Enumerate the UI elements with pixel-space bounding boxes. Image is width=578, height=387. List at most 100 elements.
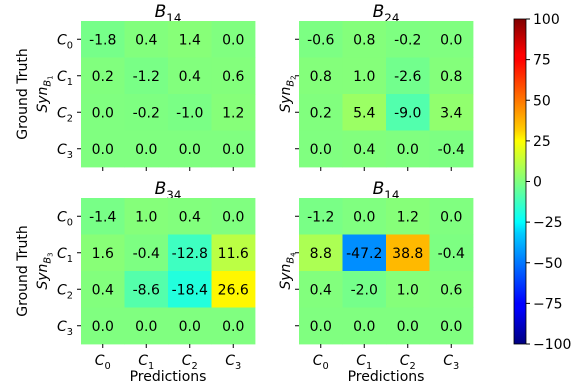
heatmap-cell — [299, 271, 343, 308]
cell-value-label: 1.2 — [397, 209, 419, 225]
x-tick-label: C3 — [443, 353, 459, 372]
heatmap-cell — [342, 57, 387, 95]
cell-value-label: 0.6 — [222, 69, 244, 85]
heatmap-cell — [168, 271, 212, 308]
cell-value-label: -1.8 — [89, 32, 116, 48]
heatmap-cell — [299, 130, 343, 168]
cell-value-label: -0.6 — [307, 32, 334, 48]
cell-value-label: -1.4 — [89, 209, 116, 225]
colorbar-tick-label: −50 — [533, 256, 563, 272]
heatmap-cell — [124, 21, 169, 58]
heatmap-cell — [299, 21, 343, 58]
cell-value-label: 0.0 — [222, 142, 244, 158]
heatmap-cell — [299, 57, 343, 95]
heatmap-cell — [81, 234, 125, 272]
heatmap-cell — [386, 307, 430, 345]
x-axis-title: Predictions — [130, 369, 207, 385]
x-tick-label: C2 — [400, 353, 416, 372]
heatmap-cell — [299, 307, 343, 345]
cell-value-label: 5.4 — [353, 105, 375, 121]
heatmap-cell — [81, 57, 125, 95]
heatmap-cell — [211, 130, 256, 168]
heatmap-cell — [429, 94, 474, 131]
cell-value-label: -0.2 — [394, 32, 421, 48]
heatmap-cell — [81, 94, 125, 131]
heatmap-cell — [211, 307, 256, 345]
cell-value-label: 0.0 — [92, 319, 114, 335]
heatmap-cell — [429, 57, 474, 95]
row-group-label: SynB4 — [278, 252, 298, 290]
cell-value-label: 0.0 — [440, 319, 462, 335]
heatmap-cell — [386, 57, 430, 95]
heatmap-cell — [211, 94, 256, 131]
cell-value-label: -18.4 — [172, 282, 208, 298]
cell-value-label: -0.4 — [438, 142, 465, 158]
heatmap-cell — [211, 57, 256, 95]
cell-value-label: 1.0 — [135, 209, 157, 225]
cell-value-label: 0.0 — [440, 32, 462, 48]
cell-value-label: 0.0 — [310, 319, 332, 335]
x-tick-label: C0 — [95, 353, 111, 372]
cell-value-label: 0.4 — [353, 142, 375, 158]
y-tick-label: C2 — [57, 282, 73, 301]
heatmap-panel-2: B24-0.6 0.8 -0.2 0.00.8 1.0 -2.6 0.80.2 5.4 -9.0… — [278, 2, 474, 171]
cell-value-label: 0.4 — [179, 209, 201, 225]
cell-value-label: 0.0 — [397, 142, 419, 158]
cell-value-label: 0.4 — [135, 32, 157, 48]
y-tick-label: C3 — [57, 142, 73, 161]
cell-value-label: 0.0 — [92, 105, 114, 121]
row-group-label: SynB1 — [35, 75, 55, 112]
heatmap-cell — [386, 234, 430, 272]
cell-value-label: -0.2 — [133, 105, 160, 121]
cell-value-label: 0.6 — [440, 282, 462, 298]
heatmap-cell — [124, 130, 169, 168]
heatmap-cell — [429, 271, 474, 308]
heatmap-cell — [386, 271, 430, 308]
heatmap-cell — [429, 234, 474, 272]
cell-value-label: 0.8 — [310, 69, 332, 85]
y-tick-label: C1 — [57, 246, 73, 265]
x-tick-label: C1 — [138, 353, 154, 372]
cell-value-label: 1.4 — [179, 32, 201, 48]
cell-value-label: 1.0 — [353, 69, 375, 85]
row-group-label: SynB3 — [35, 252, 55, 289]
y-tick-label: C1 — [57, 69, 73, 88]
colorbar-tick-label: −75 — [533, 296, 563, 312]
cell-value-label: 3.4 — [440, 105, 462, 121]
cell-value-label: -1.2 — [133, 69, 160, 85]
heatmap-cell — [81, 198, 125, 235]
y-tick-label: C2 — [57, 105, 73, 124]
cell-value-label: -0.4 — [438, 246, 465, 262]
colorbar-tick-label: 75 — [533, 53, 551, 69]
colorbar-tick-label: −25 — [533, 215, 563, 231]
cell-value-label: 0.0 — [397, 319, 419, 335]
colorbar-tick-label: −100 — [533, 337, 571, 353]
cell-value-label: 0.0 — [222, 32, 244, 48]
heatmap-cell — [386, 130, 430, 168]
cell-value-label: -47.2 — [346, 246, 382, 262]
heatmap-cell — [299, 198, 343, 235]
heatmap-panel-3: B34-1.4 1.0 0.4 0.01.6 -0.4 -12.8 11.60.4 -8.6-… — [15, 179, 256, 385]
y-axis-title: Ground Truth — [15, 48, 31, 139]
cell-value-label: 0.0 — [353, 209, 375, 225]
cell-value-label: 0.2 — [310, 105, 332, 121]
heatmap-panel-1: B14-1.8 0.4 1.4 0.00.2 -1.2 0.4 0.60.0 -0.2 -1.0… — [15, 2, 256, 171]
cell-value-label: 0.0 — [135, 319, 157, 335]
heatmap-cell — [429, 130, 474, 168]
heatmap-cell — [342, 198, 387, 235]
heatmap-cell — [81, 21, 125, 58]
heatmap-cell — [342, 271, 387, 308]
heatmap-cell — [299, 94, 343, 131]
heatmap-cell — [211, 271, 256, 308]
colorbar-tick-label: 50 — [533, 93, 551, 109]
cell-value-label: 1.2 — [222, 105, 244, 121]
heatmap-cell — [124, 57, 169, 95]
heatmap-cell — [211, 234, 256, 272]
heatmap-cell — [81, 307, 125, 345]
heatmap-cell — [124, 307, 169, 345]
cell-value-label: 11.6 — [218, 246, 249, 262]
heatmap-cell — [168, 307, 212, 345]
heatmap-cell — [81, 271, 125, 308]
heatmap-cell — [429, 307, 474, 345]
